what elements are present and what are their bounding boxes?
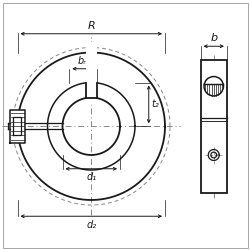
Polygon shape xyxy=(86,42,97,102)
Text: d₁: d₁ xyxy=(86,172,96,182)
Circle shape xyxy=(204,76,224,96)
Text: b: b xyxy=(210,33,217,43)
Polygon shape xyxy=(10,110,24,142)
Polygon shape xyxy=(200,60,227,192)
Text: t₂: t₂ xyxy=(152,99,160,110)
Text: R: R xyxy=(88,21,95,31)
Text: bₙ: bₙ xyxy=(78,56,88,66)
Text: d₂: d₂ xyxy=(86,220,96,230)
